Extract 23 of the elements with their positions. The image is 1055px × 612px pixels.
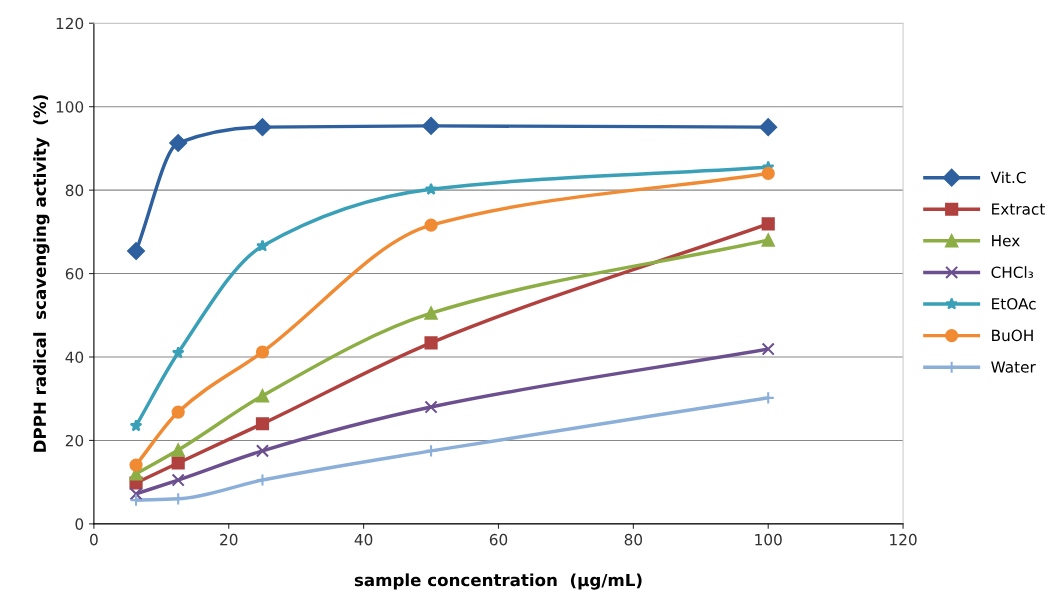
- x-tick-label: 20: [220, 533, 238, 546]
- y-tick-label: 80: [65, 184, 84, 197]
- legend-label: Water: [991, 361, 1036, 373]
- legend-label: CHCl₃: [991, 266, 1034, 278]
- y-tick-label: 100: [56, 101, 84, 113]
- y-axis-title: DPPH radical scavenging activity (%): [33, 95, 50, 452]
- x-tick-label: 40: [354, 533, 373, 546]
- legend-label: BuOH: [992, 329, 1033, 342]
- legend-label: Extract: [992, 203, 1045, 215]
- x-axis-title: sample concentration (μg/mL): [354, 573, 642, 590]
- y-tick-label: 0: [75, 518, 84, 530]
- y-tick-label: 40: [65, 351, 84, 364]
- x-tick-label: 60: [489, 533, 508, 546]
- legend-label: EtOAc: [992, 298, 1036, 310]
- y-tick-label: 60: [65, 268, 84, 280]
- x-tick-label: 0: [90, 533, 98, 546]
- legend-label: Vit.C: [990, 171, 1026, 184]
- x-tick-label: 80: [624, 533, 643, 546]
- x-tick-label: 100: [755, 533, 782, 546]
- legend-label: Hex: [992, 235, 1020, 247]
- y-tick-label: 120: [56, 17, 84, 30]
- x-tick-label: 120: [890, 533, 917, 546]
- y-tick-label: 20: [65, 434, 84, 447]
